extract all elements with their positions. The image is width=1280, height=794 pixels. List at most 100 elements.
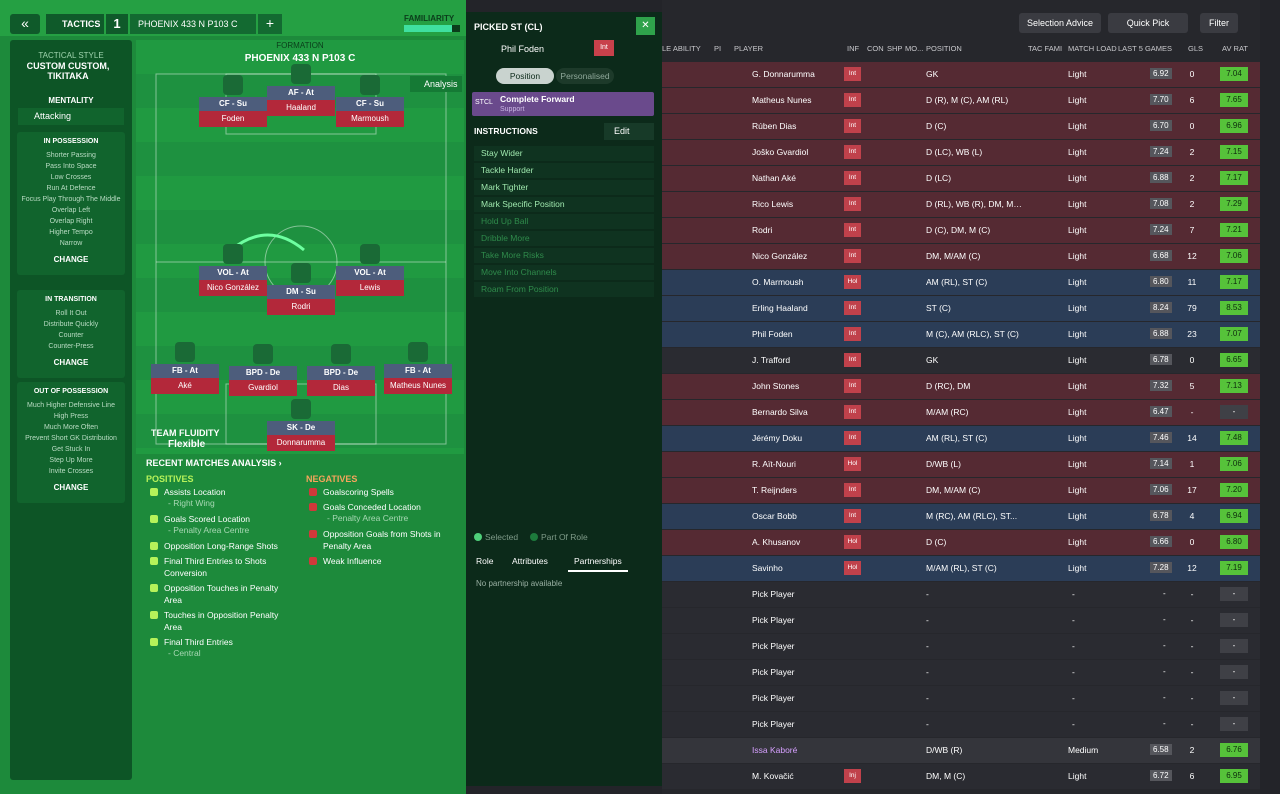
add-button[interactable]: + — [258, 14, 282, 34]
player-card[interactable]: FB - At Matheus Nunes — [384, 342, 452, 396]
player-name: Pick Player — [752, 719, 795, 729]
player-card[interactable]: CF - Su Marmoush — [336, 75, 404, 129]
table-row[interactable]: Matheus Nunes Int D (R), M (C), AM (RL) Lig… — [662, 88, 1260, 113]
toolbar-button[interactable]: Selection Advice — [1019, 13, 1101, 33]
table-row[interactable]: M. Kovačić Inj DM, M (C) Light 6.72 6 6.95 — [662, 764, 1260, 789]
player-select[interactable]: Phil Foden — [501, 44, 545, 54]
column-header[interactable]: AV RAT — [1222, 44, 1248, 53]
column-header[interactable]: LE ABILITY — [662, 44, 701, 53]
table-row[interactable]: Phil Foden Int M (C), AM (RLC), ST (C) Ligh… — [662, 322, 1260, 347]
change-button[interactable]: CHANGE — [53, 483, 89, 492]
column-header[interactable]: MO... — [905, 44, 924, 53]
table-row[interactable]: Pick Player - - - - - — [662, 686, 1260, 711]
column-header[interactable]: INF — [847, 44, 860, 53]
player-card[interactable]: DM - Su Rodri — [267, 263, 335, 317]
table-row[interactable]: Jérémy Doku Int AM (RL), ST (C) Light 7.46 14… — [662, 426, 1260, 451]
player-card[interactable]: VOL - At Lewis — [336, 244, 404, 298]
legend-dot — [530, 533, 538, 541]
last-5: 8.24 — [1150, 302, 1172, 313]
table-row[interactable]: Issa Kaboré D/WB (R) Medium 6.58 2 6.76 — [662, 738, 1260, 763]
goals: - — [1190, 719, 1194, 729]
table-row[interactable]: Erling Haaland Int ST (C) Light 8.24 79 8.53 — [662, 296, 1260, 321]
mode-tab[interactable]: Personalised — [556, 68, 614, 84]
instruction[interactable]: Tackle Harder — [474, 163, 654, 178]
table-row[interactable]: Pick Player - - - - - — [662, 582, 1260, 607]
column-header[interactable]: POSITION — [926, 44, 962, 53]
table-row[interactable]: Pick Player - - - - - — [662, 660, 1260, 685]
bottom-tab[interactable]: Partnerships — [568, 556, 628, 572]
instruction-inactive[interactable]: Take More Risks — [474, 248, 654, 263]
table-row[interactable]: Joško Gvardiol Int D (LC), WB (L) Light 7.24… — [662, 140, 1260, 165]
mode-tab[interactable]: Position — [496, 68, 554, 84]
table-row[interactable]: R. Aït-Nouri Hol D/WB (L) Light 7.14 1 7.06 — [662, 452, 1260, 477]
column-header[interactable]: PLAYER — [734, 44, 764, 53]
tactics-tab[interactable]: TACTICS — [46, 14, 104, 34]
instruction-inactive[interactable]: Dribble More — [474, 231, 654, 246]
table-row[interactable]: Nathan Aké Int D (LC) Light 6.88 2 7.17 — [662, 166, 1260, 191]
tactic-select[interactable]: PHOENIX 433 N P103 C — [130, 14, 256, 34]
table-row[interactable]: O. Marmoush Hol AM (RL), ST (C) Light 6.80 11… — [662, 270, 1260, 295]
table-row[interactable]: Oscar Bobb Int M (RC), AM (RLC), ST... Ligh… — [662, 504, 1260, 529]
change-button[interactable]: CHANGE — [53, 358, 89, 367]
table-row[interactable]: G. Donnarumma Int GK Light 6.92 0 7.04 — [662, 62, 1260, 87]
player-card[interactable]: BPD - De Dias — [307, 344, 375, 398]
column-header[interactable]: CON — [867, 44, 884, 53]
table-row[interactable]: Pick Player - - - - - — [662, 712, 1260, 737]
column-header[interactable]: GLS — [1188, 44, 1204, 53]
change-button[interactable]: CHANGE — [53, 255, 89, 264]
analysis-title[interactable]: RECENT MATCHES ANALYSIS › — [146, 458, 282, 468]
legend-dot — [474, 533, 482, 541]
analysis-button[interactable]: Analysis — [410, 76, 462, 92]
table-row[interactable]: T. Reijnders Int DM, M/AM (C) Light 7.06 17 7.… — [662, 478, 1260, 503]
position: - — [926, 641, 929, 651]
column-header[interactable]: TAC FAMI — [1028, 44, 1063, 53]
player-card[interactable]: BPD - De Gvardiol — [229, 344, 297, 398]
slot[interactable]: 1 — [106, 14, 128, 34]
av-rating: 7.19 — [1220, 561, 1248, 575]
inf-badge: Hol — [844, 535, 861, 549]
column-header[interactable]: SHP — [887, 44, 903, 53]
role-name[interactable]: Complete Forward — [500, 94, 575, 104]
section-item: Run At Defence — [46, 185, 96, 192]
player-card[interactable]: SK - De Donnarumma — [267, 399, 335, 453]
match-load: Light — [1068, 147, 1087, 157]
bottom-tab[interactable]: Role — [476, 556, 494, 566]
player-card[interactable]: FB - At Aké — [151, 342, 219, 396]
table-row[interactable]: Rico Lewis Int D (RL), WB (R), DM, M… Light… — [662, 192, 1260, 217]
position: DM, M (C) — [926, 771, 966, 781]
table-row[interactable]: Bernardo Silva Int M/AM (RC) Light 6.47 - - — [662, 400, 1260, 425]
column-header[interactable]: MATCH LOAD — [1068, 44, 1117, 53]
instruction-inactive[interactable]: Hold Up Ball — [474, 214, 654, 229]
instruction[interactable]: Mark Tighter — [474, 180, 654, 195]
icon — [150, 584, 158, 592]
toolbar-button[interactable]: Filter — [1200, 13, 1238, 33]
bottom-tab[interactable]: Attributes — [512, 556, 548, 566]
table-row[interactable]: Rodri Int D (C), DM, M (C) Light 7.24 7 7.21 — [662, 218, 1260, 243]
player-card[interactable]: VOL - At Nico González — [199, 244, 267, 298]
mentality-select[interactable]: Attacking — [18, 108, 124, 125]
goals: 12 — [1187, 251, 1197, 261]
column-header[interactable]: PI — [714, 44, 722, 53]
column-header[interactable]: LAST 5 GAMES — [1118, 44, 1173, 53]
toolbar-button[interactable]: Quick Pick — [1108, 13, 1188, 33]
position: D (LC) — [926, 173, 952, 183]
edit-button[interactable]: Edit — [604, 123, 654, 140]
table-row[interactable]: A. Khusanov Hol D (C) Light 6.66 0 6.80 — [662, 530, 1260, 555]
player-card[interactable]: AF - At Haaland — [267, 64, 335, 118]
instruction[interactable]: Mark Specific Position — [474, 197, 654, 212]
table-row[interactable]: Rúben Dias Int D (C) Light 6.70 0 6.96 — [662, 114, 1260, 139]
close-button[interactable]: ✕ — [636, 17, 655, 35]
player-card[interactable]: CF - Su Foden — [199, 75, 267, 129]
instruction[interactable]: Stay Wider — [474, 146, 654, 161]
section-item: Focus Play Through The Middle — [21, 196, 121, 203]
table-row[interactable]: Nico González Int DM, M/AM (C) Light 6.68 12 7… — [662, 244, 1260, 269]
table-row[interactable]: Savinho Hol M/AM (RL), ST (C) Light 7.28 12 7.… — [662, 556, 1260, 581]
table-row[interactable]: John Stones Int D (RC), DM Light 7.32 5 7.13 — [662, 374, 1260, 399]
instruction-inactive[interactable]: Roam From Position — [474, 282, 654, 297]
table-row[interactable]: Pick Player - - - - - — [662, 608, 1260, 633]
instruction-inactive[interactable]: Move Into Channels — [474, 265, 654, 280]
back-button[interactable]: « — [10, 14, 40, 34]
table-row[interactable]: J. Trafford Int GK Light 6.78 0 6.65 — [662, 348, 1260, 373]
player-name: M. Kovačić — [752, 771, 794, 781]
table-row[interactable]: Pick Player - - - - - — [662, 634, 1260, 659]
